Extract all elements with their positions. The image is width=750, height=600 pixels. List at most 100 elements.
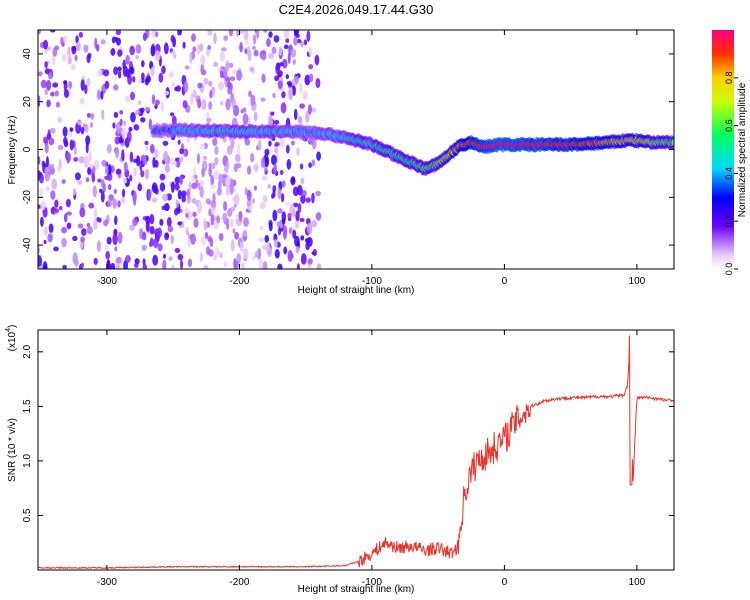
noise-speck [261,73,266,83]
noise-speck [283,246,288,255]
noise-speck [287,52,291,64]
noise-speck [113,229,118,235]
noise-speck [115,168,122,175]
noise-speck [144,140,149,146]
colorbar-tick-label: 0.4 [724,167,734,180]
noise-speck [272,189,276,198]
noise-speck [66,151,71,164]
noise-speck [137,108,144,117]
noise-speck [279,62,284,67]
chart-title: C2E4.2026.049.17.44.G30 [279,2,434,17]
noise-speck [182,41,186,49]
noise-speck [283,44,289,50]
noise-speck [210,213,215,226]
noise-speck [44,142,49,154]
noise-speck [184,65,190,70]
snr-scale-exp: 4 [5,328,12,332]
noise-speck [207,236,213,243]
noise-speck [223,35,229,41]
noise-speck [299,217,305,223]
noise-speck [233,194,240,206]
noise-speck [133,124,140,131]
noise-speck [88,202,95,209]
noise-speck [162,259,167,269]
noise-speck [63,80,68,85]
noise-speck [296,38,302,44]
noise-speck [38,101,41,107]
snr-x-tick-label: -200 [229,577,249,588]
spectrogram-y-ticks: -40 -20 0 20 40 [22,48,674,252]
noise-speck [212,137,218,146]
noise-speck [121,188,126,198]
noise-speck [196,153,201,165]
noise-speck [71,46,77,55]
noise-speck [72,252,78,265]
colorbar-tick-label: 0.2 [724,215,734,228]
noise-speck [96,43,100,52]
noise-speck [77,180,83,185]
noise-speck [297,202,302,214]
noise-speck [236,69,243,81]
noise-speck [177,189,182,200]
noise-speck [307,258,313,265]
colorbar-tick-label: 0.6 [724,119,734,132]
noise-speck [186,136,191,144]
noise-speck [191,33,196,42]
noise-speck [186,194,191,204]
noise-speck [119,118,123,126]
noise-speck [154,160,159,168]
noise-speck [73,146,77,155]
noise-speck [228,62,234,68]
noise-speck [277,227,282,236]
noise-speck [43,239,47,245]
noise-speck [197,98,202,109]
noise-speck [74,172,81,181]
noise-speck [132,218,138,227]
noise-speck [164,205,168,211]
noise-speck [251,198,256,204]
noise-speck [257,138,262,151]
noise-speck [139,160,143,172]
noise-speck [38,71,43,77]
noise-speck [233,163,238,173]
noise-speck [272,209,278,222]
noise-speck [180,259,184,269]
noise-speck [51,54,56,66]
noise-speck [308,64,314,70]
spectrogram-x-tick-label: 0 [502,276,508,287]
noise-speck [259,202,266,210]
noise-speck [77,223,84,229]
noise-speck [90,121,94,128]
noise-speck [182,100,188,109]
noise-speck [138,78,142,84]
noise-speck [156,227,163,238]
noise-speck [185,213,189,218]
noise-speck [260,53,267,61]
noise-speck [217,251,222,257]
noise-speck [38,188,44,198]
noise-speck [277,208,283,214]
noise-speck [295,245,300,254]
colorbar: 0.0 0.2 0.4 0.6 0.8 Normalized spectral ampl… [712,30,748,275]
noise-speck [197,82,203,89]
noise-speck [136,155,140,167]
noise-speck [48,223,54,233]
noise-speck [40,216,44,227]
noise-speck [66,222,72,229]
noise-speck [106,144,112,154]
noise-speck [208,166,212,177]
noise-speck [145,145,149,151]
noise-speck [103,219,109,227]
noise-speck [292,85,296,96]
noise-speck [141,231,147,241]
noise-speck [152,254,159,266]
noise-speck [100,39,106,45]
noise-speck [219,100,224,106]
noise-speck [92,185,97,198]
noise-speck [57,116,63,124]
noise-speck [312,248,318,257]
noise-speck [308,73,314,83]
noise-speck [145,221,150,232]
noise-speck [150,44,156,57]
noise-speck [249,66,255,73]
